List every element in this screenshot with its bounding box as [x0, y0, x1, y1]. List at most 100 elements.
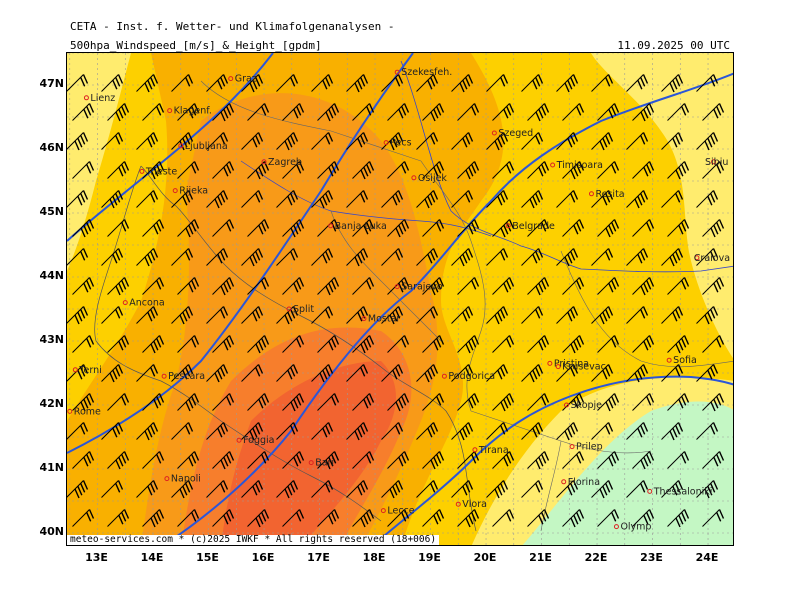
wind-barb: [247, 451, 270, 469]
city-marker: Bari: [308, 458, 334, 469]
wind-barb: [422, 393, 445, 411]
wind-barb: [381, 74, 404, 92]
wind-barb: [556, 422, 579, 441]
wind-barb: [142, 509, 165, 528]
wind-barb: [702, 509, 725, 527]
wind-barb: [72, 393, 95, 412]
wind-barb: [212, 103, 235, 122]
wind-barb: [521, 306, 544, 324]
wind-barb: [632, 393, 655, 411]
latitude-tick-label: 44N: [39, 269, 64, 282]
wind-barb: [387, 451, 410, 469]
wind-barb: [317, 219, 340, 237]
city-marker: Tirana: [472, 445, 509, 456]
wind-barb: [486, 480, 509, 499]
wind-barb: [562, 335, 585, 354]
product-organization: CETA - Inst. f. Wetter- und Klimafolgena…: [70, 20, 395, 33]
wind-barb: [597, 219, 620, 238]
wind-barb: [171, 132, 194, 151]
city-dot: [83, 95, 89, 101]
wind-barb: [212, 509, 235, 527]
city-dot: [491, 130, 497, 136]
height-contour: [162, 72, 733, 545]
map-title: 500hpa_Windspeed_[m/s]_&_Height_[gpdm]: [70, 39, 322, 52]
wind-barb: [206, 306, 229, 324]
city-marker: Ljubljana: [178, 141, 228, 152]
wind-barb: [457, 509, 480, 528]
wind-barb: [562, 393, 585, 411]
wind-barb: [527, 509, 550, 527]
wind-barb: [241, 74, 264, 93]
wind-barb: [311, 190, 334, 209]
wind-barb: [457, 335, 480, 354]
height-contour: [67, 53, 414, 454]
city-marker: Resita: [588, 189, 625, 200]
wind-barb: [311, 74, 334, 92]
wind-barb: [422, 335, 445, 353]
wind-barb: [521, 248, 544, 266]
wind-barb: [521, 74, 544, 92]
wind-barb: [492, 103, 515, 121]
wind-barb: [661, 190, 684, 208]
wind-barb: [387, 277, 410, 295]
city-dot: [164, 476, 170, 482]
city-label: Ancona: [129, 298, 164, 309]
wind-barb: [556, 306, 579, 324]
wind-barb: [387, 509, 410, 527]
city-label: Sofia: [673, 355, 697, 366]
shade-strongest: [221, 361, 396, 545]
wind-barb: [591, 74, 614, 92]
latitude-tick-label: 46N: [39, 141, 64, 154]
wind-barb: [416, 190, 439, 209]
city-dot: [67, 408, 73, 414]
city-marker: Rijeka: [172, 186, 208, 197]
longitude-tick-label: 22E: [584, 551, 608, 564]
wind-barb: [101, 422, 124, 440]
city-label: Rijeka: [179, 186, 208, 197]
wind-barb: [626, 248, 649, 266]
wind-barb: [451, 190, 474, 208]
wind-barb: [136, 190, 159, 208]
city-marker: Pristina: [547, 358, 589, 369]
city-marker: Craiova: [694, 253, 730, 264]
wind-barb: [457, 277, 480, 295]
wind-barb: [696, 422, 719, 440]
wind-barb: [492, 393, 515, 412]
wind-barb: [67, 248, 89, 266]
city-label: Zagreb: [268, 157, 302, 168]
city-label: Timisoara: [556, 160, 603, 171]
wind-barb: [486, 422, 509, 440]
city-marker: Lecce: [380, 506, 415, 517]
city-dot: [550, 162, 556, 168]
wind-barb: [171, 306, 194, 325]
wind-barb: [241, 480, 264, 498]
wind-barb: [352, 335, 375, 354]
wind-barb: [171, 74, 194, 92]
wind-barb: [247, 219, 270, 237]
wind-barb: [626, 190, 649, 209]
wind-barb: [317, 335, 340, 353]
wind-barb: [661, 132, 684, 150]
shade-weak-west: [67, 53, 131, 271]
city-dot: [328, 223, 334, 229]
country-borders: [94, 60, 733, 532]
wind-barb: [486, 74, 509, 92]
city-marker: Timisoara: [550, 160, 603, 171]
wind-barb: [457, 393, 480, 411]
wind-barb: [702, 393, 725, 412]
wind-barb: [101, 248, 124, 266]
wind-barb: [177, 335, 200, 353]
wind-barb: [346, 422, 369, 441]
city-label: Ljubljana: [185, 141, 228, 152]
wind-barb: [451, 364, 474, 382]
city-dot: [455, 501, 461, 507]
wind-barb: [381, 480, 404, 499]
wind-barb: [72, 277, 95, 295]
river-danube: [400, 60, 733, 273]
wind-barb: [177, 161, 200, 179]
city-label: Rome: [74, 406, 101, 417]
wind-barb: [317, 277, 340, 296]
wind-barb: [101, 364, 124, 383]
city-dot: [666, 357, 672, 363]
wind-barb: [101, 480, 124, 498]
